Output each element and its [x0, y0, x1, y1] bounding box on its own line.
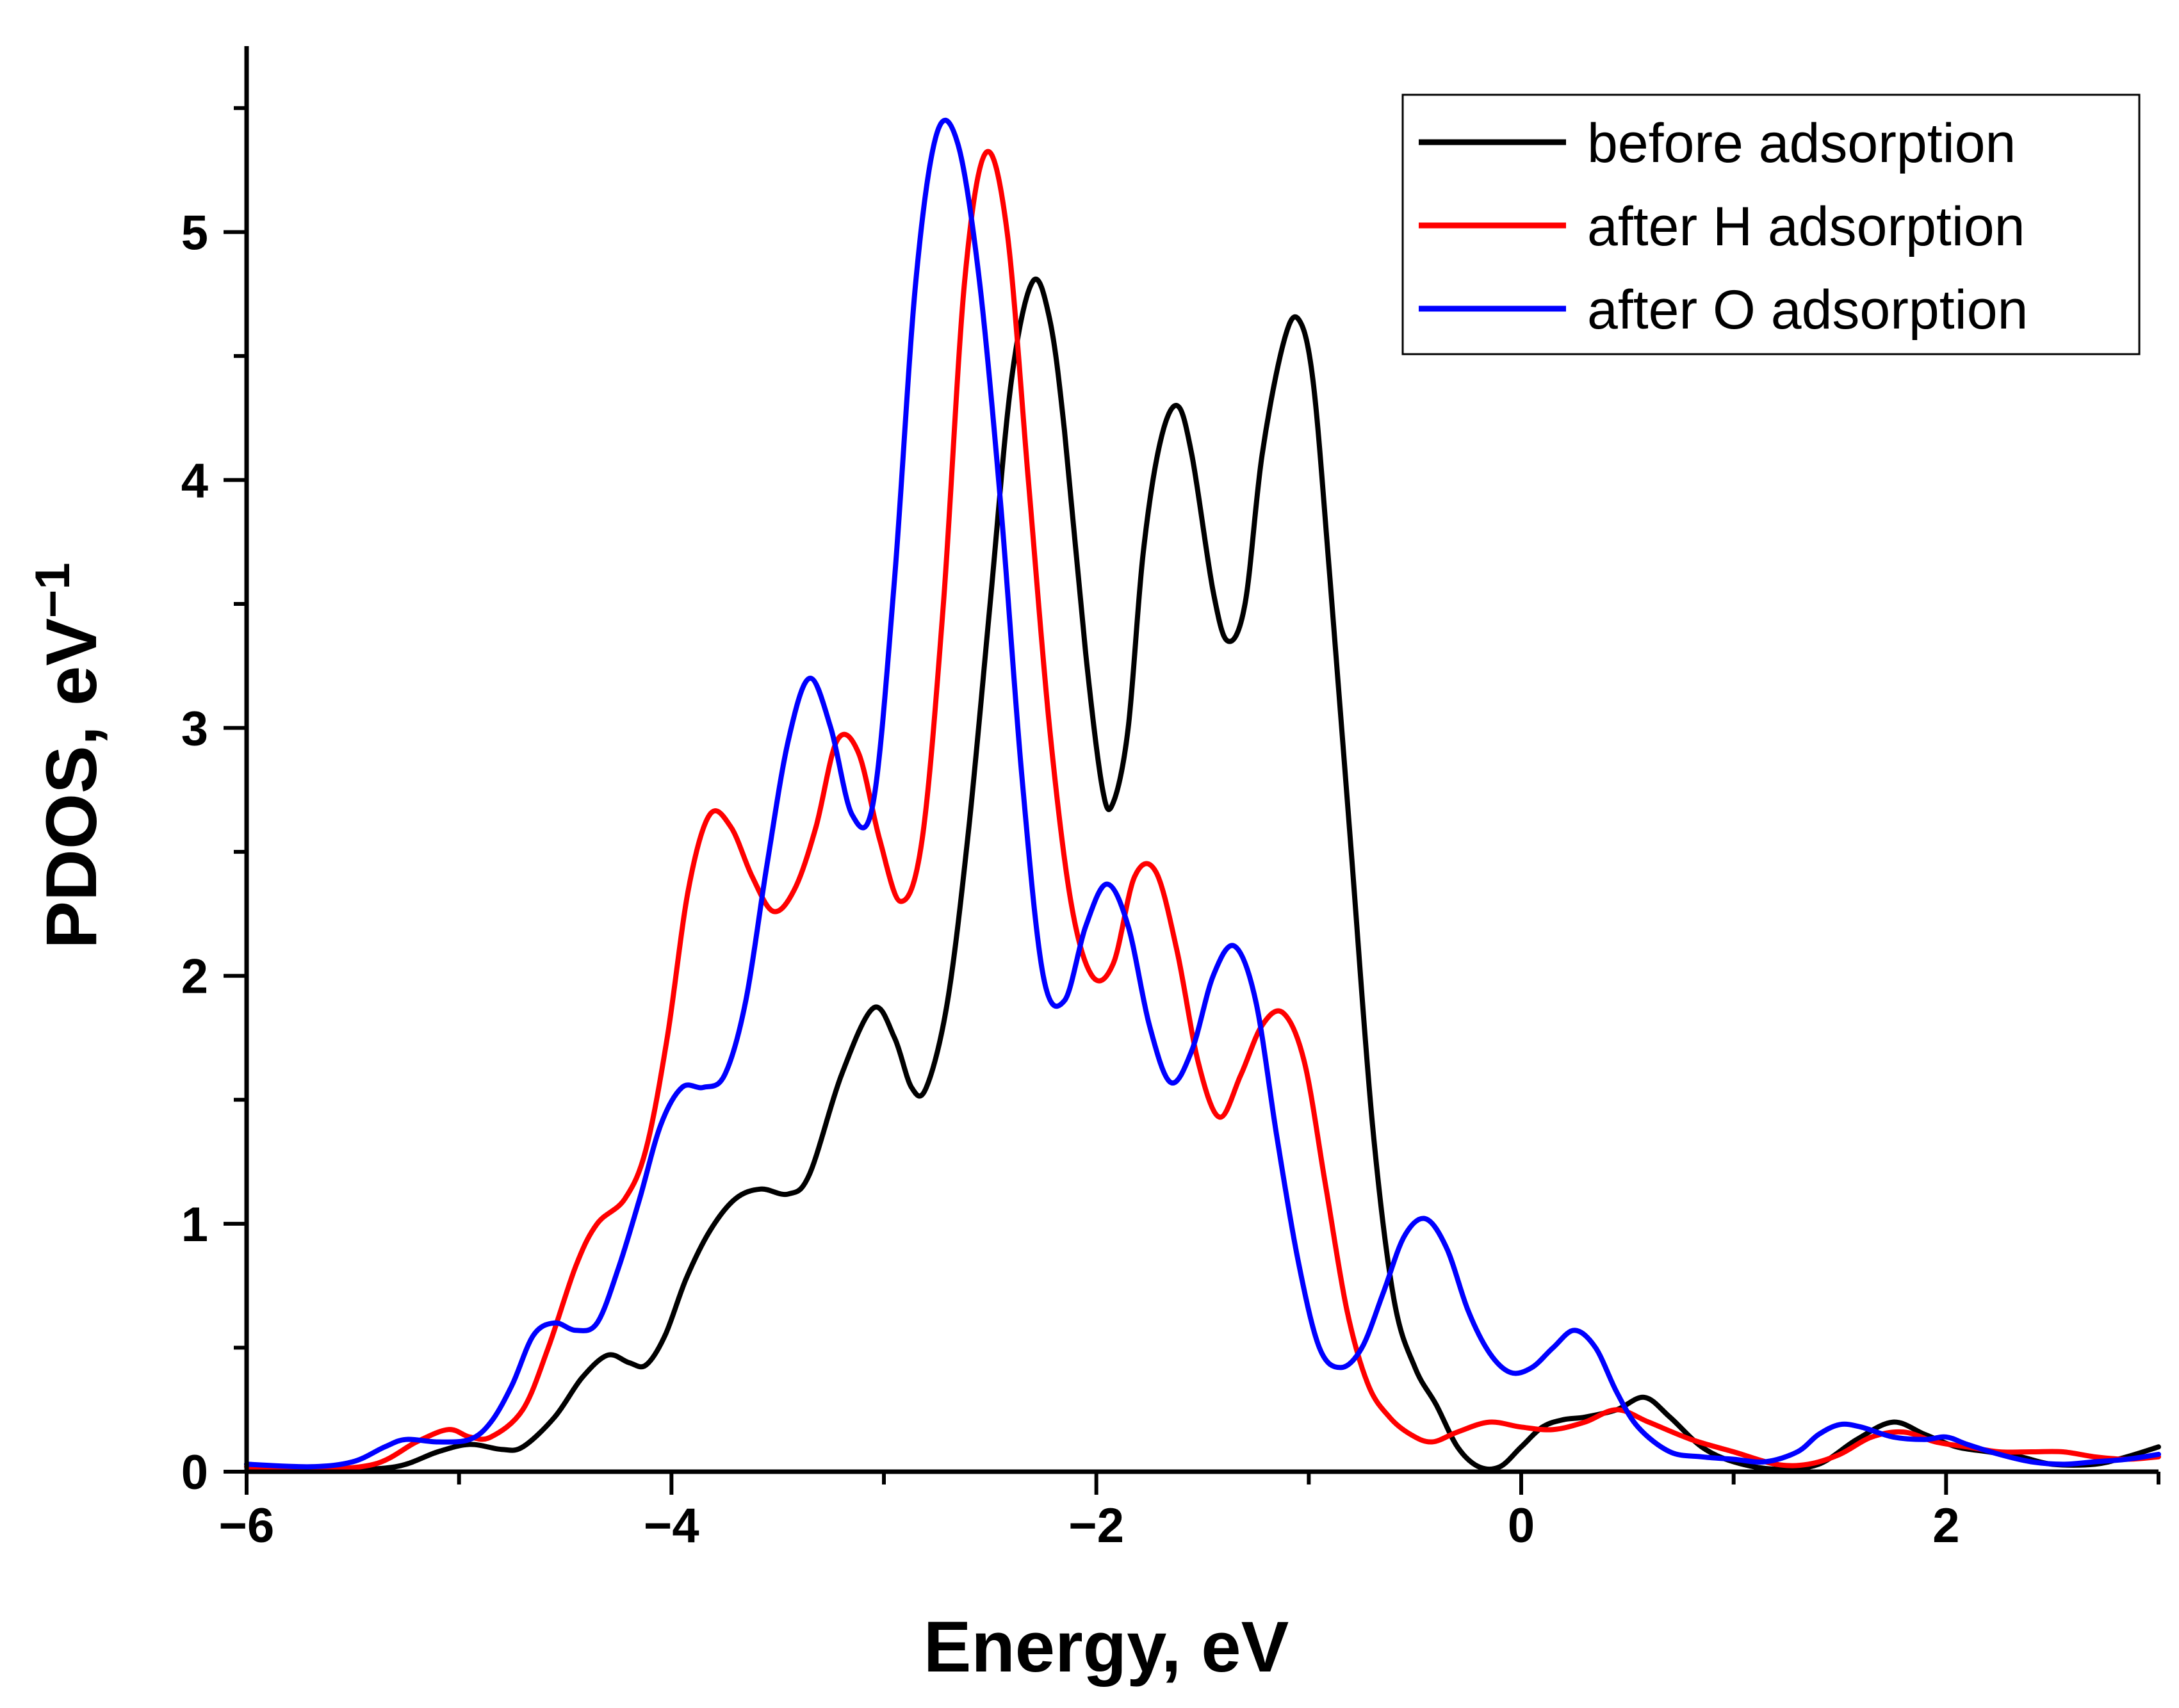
- plot-area: [244, 117, 2161, 1472]
- y-axis-title: PDOS, eV−1: [26, 562, 111, 948]
- y-ticks: 0 1 2 3 4 5: [181, 106, 247, 1500]
- x-tick-label: 0: [1508, 1499, 1535, 1553]
- y-tick-label: 0: [181, 1445, 208, 1500]
- y-axis-title-group: PDOS, eV−1: [26, 562, 111, 948]
- x-tick-label: −2: [1068, 1499, 1124, 1553]
- y-tick-label: 5: [181, 206, 208, 260]
- x-ticks: −6 −4 −2 0 2: [219, 1472, 2160, 1553]
- x-tick-label: −6: [219, 1499, 275, 1553]
- legend-label-1: before adsorption: [1587, 113, 2016, 174]
- series-line-3: [244, 117, 2161, 1470]
- y-tick-label: 4: [181, 453, 208, 508]
- series-line-1: [244, 276, 2161, 1472]
- x-tick-label: 2: [1932, 1499, 1959, 1553]
- y-tick-label: 1: [181, 1198, 208, 1252]
- legend-label-3: after O adsorption: [1587, 279, 2028, 341]
- y-tick-label: 3: [181, 702, 208, 756]
- y-tick-label: 2: [181, 950, 208, 1004]
- series-line-2: [244, 149, 2161, 1472]
- legend-label-2: after H adsorption: [1587, 196, 2025, 257]
- y-axis-title-superscript: −1: [26, 562, 80, 618]
- x-tick-label: −4: [644, 1499, 699, 1553]
- legend: before adsorption after H adsorption after…: [1401, 94, 2141, 355]
- legend-items: before adsorption after H adsorption after…: [1419, 113, 2028, 341]
- y-axis-title-main: PDOS, eV: [31, 618, 111, 949]
- series-layer: [244, 117, 2161, 1472]
- x-axis-title: Energy, eV: [924, 1607, 1289, 1687]
